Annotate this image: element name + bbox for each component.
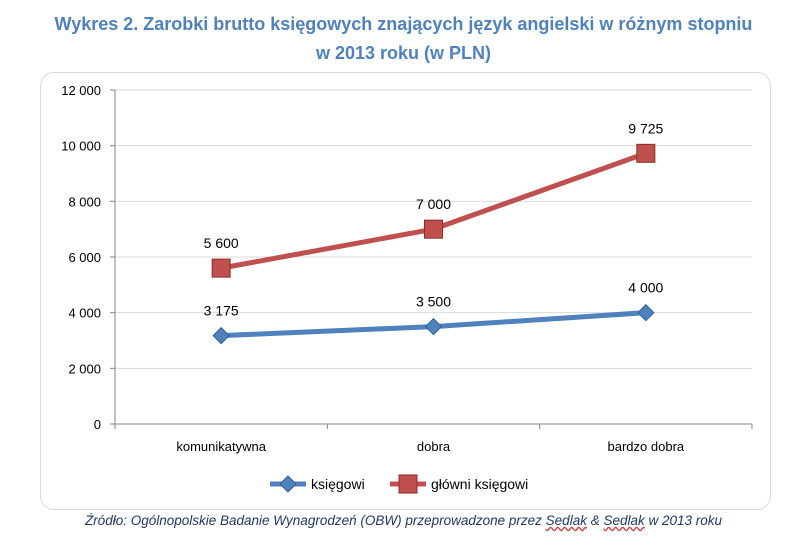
source-company-2: Sedlak	[603, 513, 645, 528]
data-point	[636, 143, 656, 163]
x-tick-label: dobra	[417, 439, 451, 454]
data-label: 7 000	[416, 196, 451, 212]
source-company-1: Sedlak	[545, 513, 587, 528]
y-tick-label: 10 000	[61, 139, 101, 154]
x-tick-label: bardzo dobra	[608, 439, 685, 454]
data-label: 4 000	[628, 280, 663, 296]
y-tick-label: 6 000	[68, 250, 101, 265]
chart-title: Wykres 2. Zarobki brutto księgowych znaj…	[0, 10, 807, 68]
legend-marker	[398, 474, 418, 494]
legend-item-glowni-ksiegowi: główni księgowi	[390, 474, 528, 494]
x-tick-label: komunikatywna	[176, 439, 266, 454]
legend-item-ksiegowi: księgowi	[270, 475, 365, 493]
source-amp: &	[586, 513, 604, 528]
data-point	[424, 219, 443, 239]
source-prefix: Źródło: Ogólnopolskie Badanie Wynagrodze…	[84, 513, 546, 528]
series-glowni-ksiegowi: 5 600 7 000 9 725	[204, 120, 664, 278]
data-label: 3 175	[204, 303, 239, 319]
source-suffix: w 2013 roku	[644, 513, 723, 528]
data-label: 3 500	[416, 294, 451, 310]
legend: księgowi główni księgowi	[270, 474, 528, 494]
legend-marker	[279, 475, 297, 493]
data-label: 5 600	[204, 235, 239, 251]
series-ksiegowi: 3 175 3 500 4 000	[204, 280, 664, 345]
source-note: Źródło: Ogólnopolskie Badanie Wynagrodze…	[0, 513, 807, 528]
legend-label: główni księgowi	[431, 476, 528, 492]
data-label: 9 725	[628, 120, 663, 136]
x-axis: komunikatywna dobra bardzo dobra	[114, 423, 753, 454]
series-group: 3 175 3 500 4 000 5 600 7 000 9 725	[204, 120, 664, 345]
y-axis: 0 2 000 4 000 6 000 8 000 10 000 12 000	[61, 83, 116, 432]
data-point	[424, 317, 443, 336]
chart-title-line2: w 2013 roku (w PLN)	[315, 43, 492, 63]
data-point	[211, 258, 231, 278]
chart-title-line1: Wykres 2. Zarobki brutto księgowych znaj…	[54, 14, 753, 34]
legend-label: księgowi	[311, 476, 365, 492]
data-point	[637, 303, 655, 322]
y-tick-label: 12 000	[61, 83, 101, 98]
y-tick-label: 2 000	[68, 361, 101, 376]
y-tick-label: 8 000	[68, 194, 101, 209]
y-tick-label: 4 000	[68, 306, 101, 321]
y-tick-label: 0	[94, 417, 101, 432]
data-point	[212, 326, 230, 345]
